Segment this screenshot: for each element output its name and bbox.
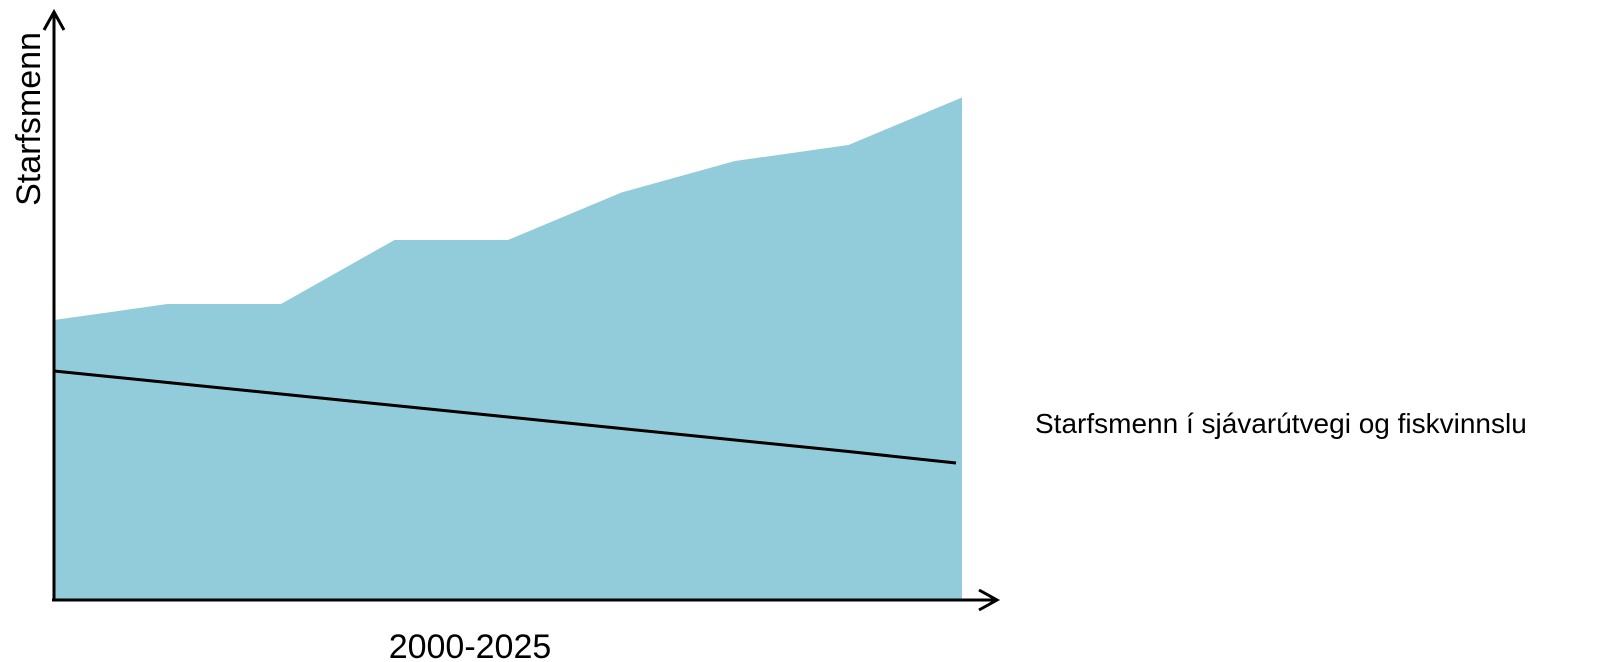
x-axis-arrow-icon xyxy=(978,588,1001,612)
trend-line-series-1 xyxy=(53,369,957,465)
y-axis-title: Starfsmenn xyxy=(10,32,48,206)
legend-label: Starfsmenn í sjávarútvegi og fiskvinnslu xyxy=(1035,408,1527,439)
axes xyxy=(42,8,1001,612)
x-axis-title: 2000-2025 xyxy=(389,628,552,662)
chart-marks xyxy=(53,97,962,600)
y-axis-arrow-icon xyxy=(42,8,66,31)
area-series-0 xyxy=(54,97,962,600)
